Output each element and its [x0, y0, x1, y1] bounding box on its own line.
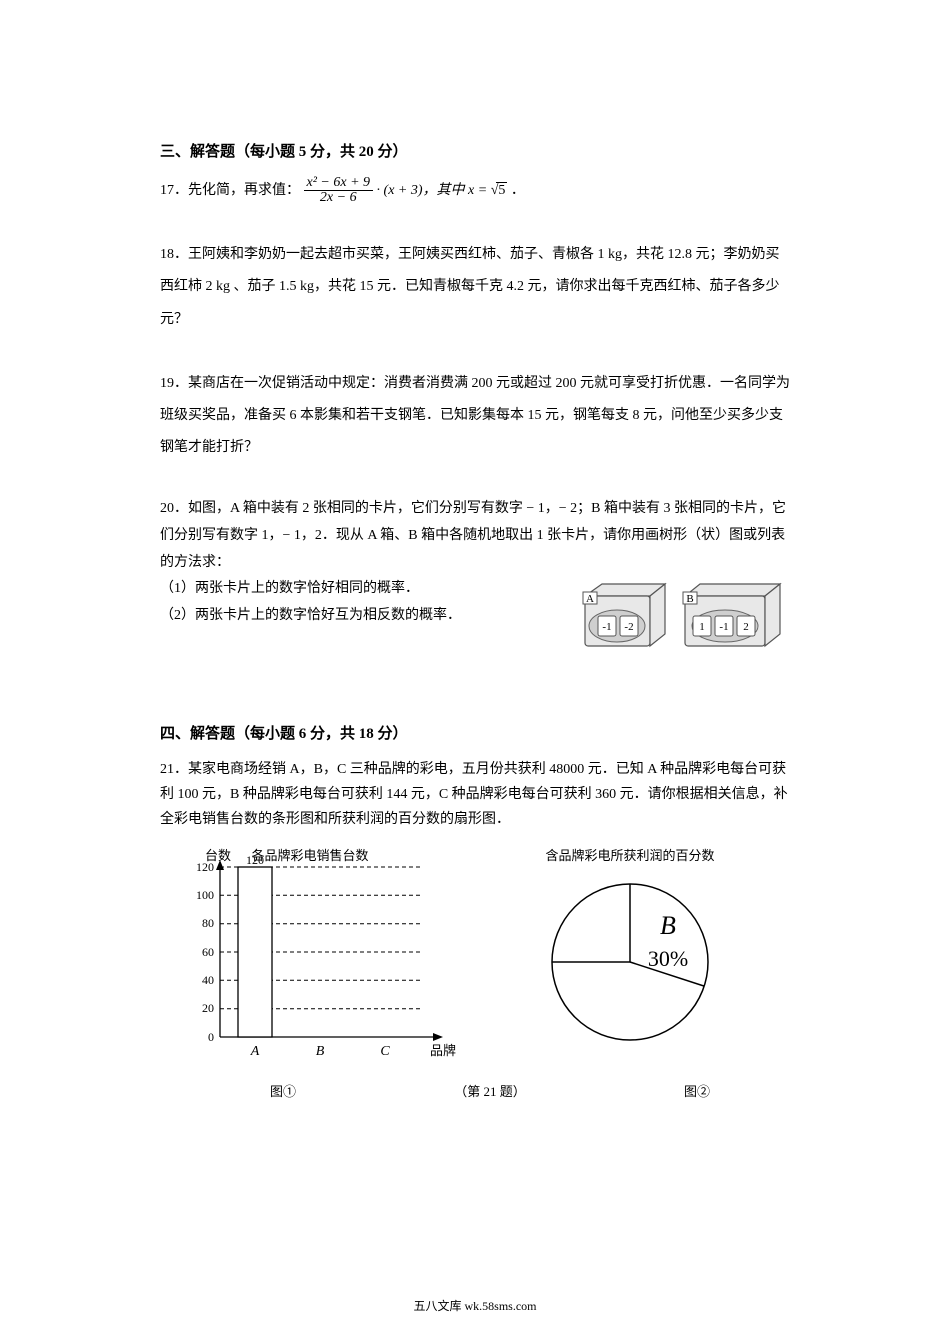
caption-left: 图① [270, 1081, 296, 1100]
q17-fraction: x² − 6x + 9 2x − 6 [304, 176, 374, 206]
boxes-svg: A -1 -2 B [580, 576, 790, 661]
q20-sub1: （1）两张卡片上的数字恰好相同的概率． [160, 576, 570, 603]
page-footer: 五八文库 wk.58sms.com [0, 1297, 950, 1314]
bar-A-label: 120 [246, 853, 264, 867]
ytick-0: 0 [208, 1030, 214, 1044]
boxA-card1: -1 [602, 621, 611, 633]
q20-subs: （1）两张卡片上的数字恰好相同的概率． （2）两张卡片上的数字恰好互为相反数的概… [160, 576, 570, 629]
q20-body: （1）两张卡片上的数字恰好相同的概率． （2）两张卡片上的数字恰好互为相反数的概… [160, 576, 790, 672]
q21-figures: 台数 各品牌彩电销售台数 0 [160, 842, 790, 1077]
ytick-40: 40 [202, 973, 214, 987]
cat-C: C [380, 1044, 390, 1059]
cat-A: A [250, 1044, 260, 1059]
ytick-20: 20 [202, 1001, 214, 1015]
pie-title: 含品牌彩电所获利润的百分数 [545, 848, 714, 863]
boxA-label: A [586, 593, 594, 605]
caption-mid: （第 21 题） [454, 1081, 526, 1100]
section4-title: 四、解答题（每小题 6 分，共 18 分） [160, 722, 790, 743]
boxB-label: B [686, 593, 693, 605]
page: 三、解答题（每小题 5 分，共 20 分） 17．先化简，再求值： x² − 6… [0, 0, 950, 1344]
bar-chart-svg: 台数 各品牌彩电销售台数 0 [160, 842, 460, 1072]
q17-prefix: 17．先化简，再求值： [160, 183, 300, 198]
boxB-card2: -1 [719, 621, 728, 633]
q17-xeq: x = [468, 183, 491, 198]
q20-main: 20．如图，A 箱中装有 2 张相同的卡片，它们分别写有数字 − 1，− 2；B… [160, 496, 790, 576]
q20-sub2: （2）两张卡片上的数字恰好互为相反数的概率． [160, 603, 570, 630]
pie-chart-container: 含品牌彩电所获利润的百分数 B 30% [500, 842, 760, 1077]
q17-sqrt-val: 5 [496, 182, 507, 198]
bar-A [238, 867, 272, 1037]
pie-slice-label: B [660, 911, 676, 940]
q21-captions: 图① （第 21 题） 图② [160, 1081, 760, 1100]
q17-denominator: 2x − 6 [304, 191, 374, 206]
ytick-120: 120 [196, 860, 214, 874]
caption-right: 图② [684, 1081, 710, 1100]
boxB-card3: 2 [743, 621, 749, 633]
boxB-card1: 1 [699, 621, 705, 633]
question-19: 19．某商店在一次促销活动中规定：消费者消费满 200 元或超过 200 元就可… [160, 368, 790, 465]
bar-chart-container: 台数 各品牌彩电销售台数 0 [160, 842, 460, 1077]
ytick-60: 60 [202, 945, 214, 959]
ytick-100: 100 [196, 888, 214, 902]
q17-end: ． [511, 183, 525, 198]
cat-B: B [316, 1044, 325, 1059]
pie-slice-pct: 30% [648, 946, 688, 971]
ytick-80: 80 [202, 916, 214, 930]
bar-xlabel: 品牌 [430, 1043, 456, 1058]
question-17: 17．先化简，再求值： x² − 6x + 9 2x − 6 · (x + 3)… [160, 175, 790, 207]
question-21: 21．某家电商场经销 A，B，C 三种品牌的彩电，五月份共获利 48000 元．… [160, 757, 790, 833]
section3-title: 三、解答题（每小题 5 分，共 20 分） [160, 140, 790, 161]
q17-sqrt: √5 [491, 175, 508, 207]
q20-boxes-figure: A -1 -2 B [580, 576, 790, 672]
bar-title: 各品牌彩电销售台数 [251, 848, 368, 863]
boxA-card2: -2 [624, 621, 633, 633]
q17-mid: · (x + 3)，其中 [377, 183, 469, 198]
pie-chart-svg: 含品牌彩电所获利润的百分数 B 30% [500, 842, 760, 1072]
q17-numerator: x² − 6x + 9 [304, 176, 374, 192]
question-18: 18．王阿姨和李奶奶一起去超市买菜，王阿姨买西红柿、茄子、青椒各 1 kg，共花… [160, 239, 790, 336]
question-20: 20．如图，A 箱中装有 2 张相同的卡片，它们分别写有数字 − 1，− 2；B… [160, 496, 790, 671]
